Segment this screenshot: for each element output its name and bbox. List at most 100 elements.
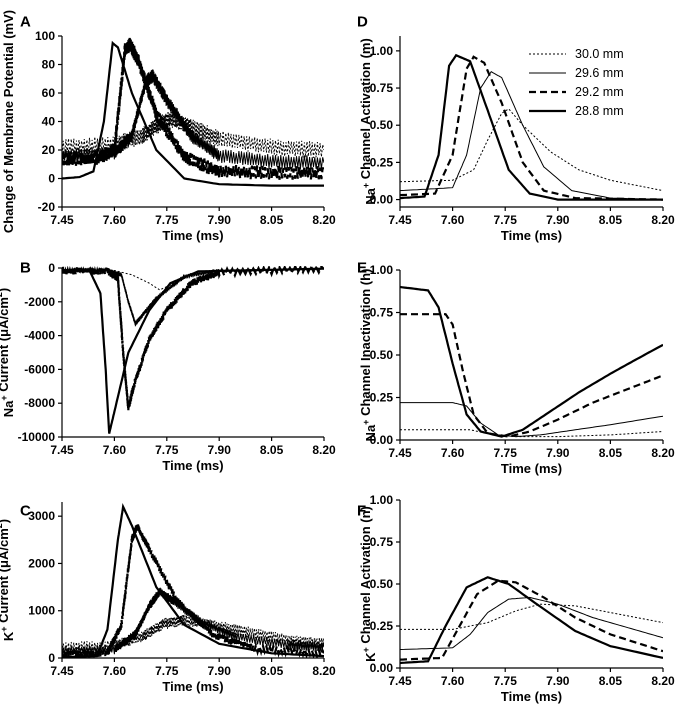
y-tick-label: 0.50 <box>370 118 394 132</box>
panel-letter: D <box>357 13 368 30</box>
series-line-28-8-mm <box>62 503 324 658</box>
series-line-29-6-mm <box>400 402 663 438</box>
x-tick-label: 7.90 <box>546 674 570 688</box>
y-tick-label: 1.00 <box>370 493 394 507</box>
x-tick-label: 8.05 <box>260 664 284 678</box>
y-tick-label: 60 <box>42 86 56 100</box>
series-line-30-0-mm <box>400 603 663 630</box>
series-line-29-6-mm <box>400 71 663 201</box>
y-tick-label: 1000 <box>28 604 55 618</box>
y-tick-label: -10000 <box>18 430 56 444</box>
x-axis-label: Time (ms) <box>501 228 562 243</box>
y-axis-label: Na+ Current (μA/cm2) <box>0 288 16 418</box>
y-tick-label: 0.50 <box>370 577 394 591</box>
y-tick-label: 20 <box>42 143 56 157</box>
x-tick-label: 7.60 <box>441 674 465 688</box>
y-tick-label: 0.00 <box>370 433 394 447</box>
x-axis-label: Time (ms) <box>162 458 223 473</box>
series-line-29-6-mm <box>62 69 324 170</box>
x-tick-label: 7.45 <box>50 443 74 457</box>
x-tick-label: 7.90 <box>546 213 570 227</box>
x-tick-label: 7.75 <box>494 446 518 460</box>
x-axis-label: Time (ms) <box>501 461 562 476</box>
legend-label: 29.2 mm <box>575 85 624 99</box>
x-tick-label: 7.60 <box>441 446 465 460</box>
x-tick-label: 7.90 <box>208 664 232 678</box>
panel-e: E 7.45 7.60 7.75 7.90 8.05 8.20 0.00 0.25 0.50 0.7… <box>357 259 675 476</box>
x-tick-label: 7.75 <box>155 443 179 457</box>
series-line-30-0-mm <box>400 108 663 192</box>
x-tick-label: 7.45 <box>388 213 412 227</box>
y-tick-label: 100 <box>35 29 55 43</box>
x-tick-label: 7.75 <box>155 213 179 227</box>
x-tick-label: 8.20 <box>312 443 336 457</box>
y-tick-label: 0.25 <box>370 391 394 405</box>
series-line-29-2-mm <box>400 55 663 201</box>
y-tick-label: 80 <box>42 58 56 72</box>
legend-label: 29.6 mm <box>575 66 624 80</box>
y-tick-label: 0.25 <box>370 619 394 633</box>
y-tick-label: 1.00 <box>370 44 394 58</box>
panel-letter: B <box>20 259 31 276</box>
x-axis-label: Time (ms) <box>501 689 562 704</box>
y-tick-label: -4000 <box>24 329 55 343</box>
x-tick-label: 7.45 <box>50 664 74 678</box>
x-tick-label: 8.20 <box>312 213 336 227</box>
legend-label: 28.8 mm <box>575 104 624 118</box>
y-tick-label: 0.00 <box>370 661 394 675</box>
x-tick-label: 7.60 <box>103 443 127 457</box>
panel-letter: F <box>357 502 366 519</box>
panel-letter: C <box>20 502 31 519</box>
legend-label: 30.0 mm <box>575 47 624 61</box>
series-line-29-2-mm <box>400 579 663 661</box>
y-tick-label: 0 <box>48 261 55 275</box>
x-tick-label: 7.60 <box>441 213 465 227</box>
series-line-29-2-mm <box>62 523 324 658</box>
y-axis-label: Change of Membrane Potential (mV) <box>1 10 16 233</box>
panel-f: F 7.45 7.60 7.75 7.90 8.05 8.20 0.00 0.25 0.50 0.7… <box>357 493 675 704</box>
series-line-30-0-mm <box>62 111 324 158</box>
x-tick-label: 7.45 <box>388 674 412 688</box>
series-line-28-8-mm <box>62 267 324 434</box>
x-tick-label: 7.45 <box>50 213 74 227</box>
x-tick-label: 7.75 <box>494 674 518 688</box>
x-tick-label: 7.90 <box>208 443 232 457</box>
x-tick-label: 7.45 <box>388 446 412 460</box>
panel-b: B 7.45 7.60 7.75 7.90 8.05 8.20 -10000 -8000 -600… <box>0 259 336 473</box>
y-tick-label: 0.75 <box>370 306 394 320</box>
panel-a: A 7.45 7.60 7.75 7.90 8.05 8.20 -20 0 20 40 60 80 100… <box>1 10 336 243</box>
y-tick-label: 0.75 <box>370 81 394 95</box>
x-tick-label: 8.20 <box>651 674 675 688</box>
y-tick-label: 0.50 <box>370 348 394 362</box>
x-tick-label: 7.75 <box>155 664 179 678</box>
series-line-28-8-mm <box>400 53 663 201</box>
series-line-28-8-mm <box>400 285 663 438</box>
x-axis-label: Time (ms) <box>162 228 223 243</box>
y-axis-label: Na+ Channel Activation (m) <box>358 38 378 205</box>
series-line-28-8-mm <box>400 576 663 665</box>
x-tick-label: 8.05 <box>599 674 623 688</box>
y-tick-label: 0.75 <box>370 535 394 549</box>
y-tick-label: 3000 <box>28 509 55 523</box>
series-line-29-2-mm <box>400 313 663 438</box>
panel-letter: A <box>20 13 31 30</box>
x-tick-label: 7.60 <box>103 213 127 227</box>
y-tick-label: -20 <box>38 200 56 214</box>
y-tick-label: 40 <box>42 115 56 129</box>
x-tick-label: 8.05 <box>599 446 623 460</box>
x-tick-label: 7.90 <box>546 446 570 460</box>
panel-letter: E <box>357 259 367 276</box>
x-tick-label: 8.05 <box>599 213 623 227</box>
x-tick-label: 8.20 <box>651 446 675 460</box>
y-tick-label: -6000 <box>24 362 55 376</box>
x-tick-label: 8.05 <box>260 443 284 457</box>
x-tick-label: 7.60 <box>103 664 127 678</box>
y-tick-label: -8000 <box>24 396 55 410</box>
series-line-29-6-mm <box>400 596 663 650</box>
panel-c: C 7.45 7.60 7.75 7.90 8.05 8.20 0 1000 2000 3000 Ti… <box>0 502 336 694</box>
y-tick-label: -2000 <box>24 295 55 309</box>
y-tick-label: 2000 <box>28 556 55 570</box>
y-axis-label: Na+ Channel Inactivation (h) <box>358 269 378 442</box>
y-tick-label: 0 <box>48 651 55 665</box>
y-tick-label: 0 <box>48 172 55 186</box>
